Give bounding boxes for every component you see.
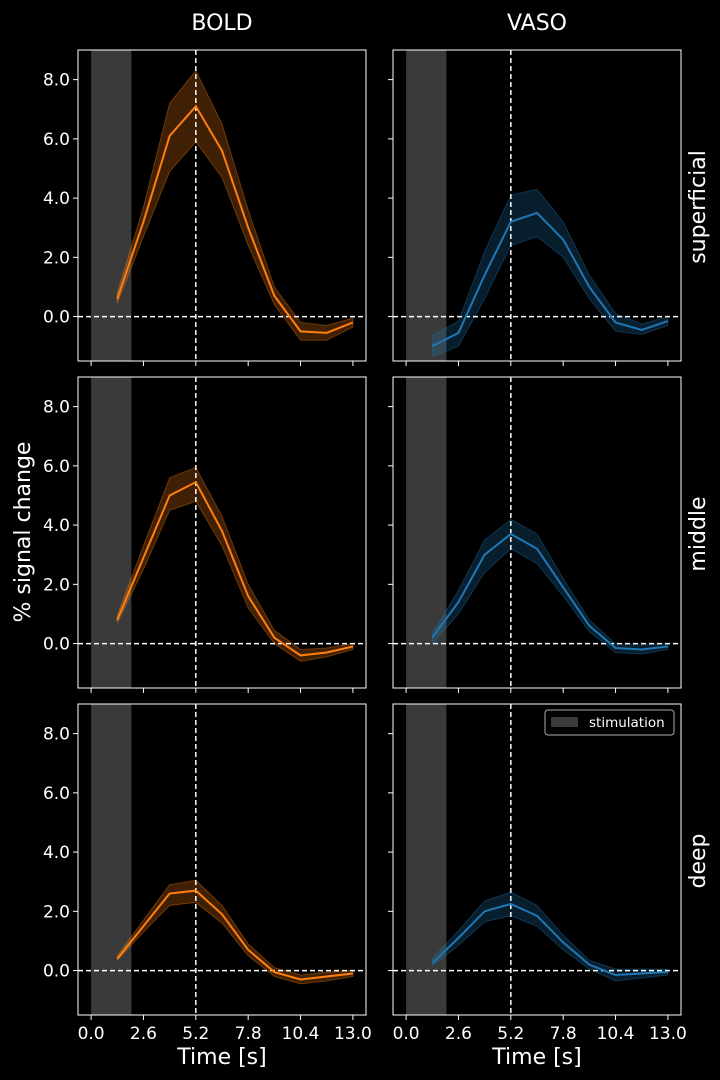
panels-group: 0.0 2.0 4.0 6.0 8.0 0.0 2.0 4.0 6.0 8.0 0.0 2.0 4.0 6… xyxy=(43,49,687,1044)
y-tick-label: 4.0 xyxy=(43,516,70,536)
confidence-band-vaso-middle xyxy=(431,518,669,655)
row-label-superficial: superficial xyxy=(686,150,711,264)
y-tick-label: 4.0 xyxy=(43,843,70,863)
panel-vaso-deep: 0.0 2.6 5.2 7.8 10.4 13.0 xyxy=(388,703,687,1044)
x-tick-label: 13.0 xyxy=(334,1024,372,1044)
series-line-bold-middle xyxy=(116,480,354,657)
series-line-vaso-superficial xyxy=(431,211,669,348)
labels-group: BOLD VASO superficial middle deep % sign… xyxy=(11,11,711,1070)
column-title-vaso: VASO xyxy=(507,11,567,36)
confidence-band-vaso-deep xyxy=(431,891,669,982)
x-tick-label: 5.2 xyxy=(497,1024,524,1044)
legend-label-stimulation: stimulation xyxy=(589,715,665,731)
panel-bold-superficial: 0.0 2.0 4.0 6.0 8.0 xyxy=(43,49,367,366)
stimulation-band xyxy=(91,704,132,1015)
stimulation-band xyxy=(406,50,447,361)
panel-bold-middle: 0.0 2.0 4.0 6.0 8.0 xyxy=(43,376,367,693)
panel-plot-area xyxy=(78,704,366,1015)
y-axis-label: % signal change xyxy=(11,442,36,623)
legend-box xyxy=(544,709,675,736)
x-tick-label: 7.8 xyxy=(550,1024,577,1044)
series-line-vaso-deep xyxy=(431,902,668,977)
stimulation-band xyxy=(406,377,447,688)
y-tick-label: 6.0 xyxy=(43,457,70,477)
panel-frame xyxy=(77,703,367,1016)
x-tick-label: 2.6 xyxy=(445,1024,472,1044)
panel-frame xyxy=(392,703,682,1016)
y-tick-label: 8.0 xyxy=(43,71,70,91)
x-tick-label: 2.6 xyxy=(130,1024,157,1044)
panel-plot-area xyxy=(78,377,366,688)
y-tick-label: 2.0 xyxy=(43,575,70,595)
x-tick-label: 7.8 xyxy=(235,1024,262,1044)
panel-vaso-middle xyxy=(388,376,682,693)
x-tick-label: 13.0 xyxy=(649,1024,687,1044)
x-tick-label: 5.2 xyxy=(182,1024,209,1044)
x-axis-label-bold: Time [s] xyxy=(176,1045,266,1070)
series-line-bold-superficial xyxy=(116,104,354,334)
y-tick-label: 0.0 xyxy=(43,635,70,655)
y-tick-label: 2.0 xyxy=(43,902,70,922)
panel-frame xyxy=(392,49,682,362)
x-tick-label: 10.4 xyxy=(282,1024,320,1044)
x-axis-label-vaso: Time [s] xyxy=(491,1045,581,1070)
y-tick-label: 8.0 xyxy=(43,398,70,418)
legend-swatch-stimulation xyxy=(551,717,578,727)
panel-frame xyxy=(392,376,682,689)
stimulation-band xyxy=(406,704,447,1015)
panel-vaso-superficial xyxy=(388,49,682,366)
y-tick-label: 2.0 xyxy=(43,248,70,268)
series-line-bold-deep xyxy=(116,889,354,981)
stimulation-band xyxy=(91,377,132,688)
stimulation-band xyxy=(91,50,132,361)
panel-plot-area xyxy=(393,704,681,1015)
x-tick-label: 0.0 xyxy=(78,1024,105,1044)
y-tick-label: 6.0 xyxy=(43,784,70,804)
column-title-bold: BOLD xyxy=(191,11,252,36)
x-tick-label: 10.4 xyxy=(597,1024,635,1044)
panel-plot-area xyxy=(393,377,681,688)
y-tick-label: 6.0 xyxy=(43,130,70,150)
panel-frame xyxy=(77,376,367,689)
panel-bold-deep: 0.0 2.0 4.0 6.0 8.0 0.0 2.6 5.2 7.8 10.4 13.0 xyxy=(43,703,372,1044)
y-tick-label: 0.0 xyxy=(43,308,70,328)
row-label-middle: middle xyxy=(686,496,711,571)
panel-frame xyxy=(77,49,367,362)
row-label-deep: deep xyxy=(686,834,711,889)
panel-plot-area xyxy=(78,50,366,361)
panel-plot-area xyxy=(393,50,681,361)
y-tick-label: 4.0 xyxy=(43,189,70,209)
x-tick-label: 0.0 xyxy=(393,1024,420,1044)
legend: stimulation xyxy=(544,709,675,736)
y-tick-label: 8.0 xyxy=(43,725,70,745)
confidence-band-bold-superficial xyxy=(116,69,354,341)
series-line-vaso-middle xyxy=(431,532,669,651)
y-tick-label: 0.0 xyxy=(43,962,70,982)
